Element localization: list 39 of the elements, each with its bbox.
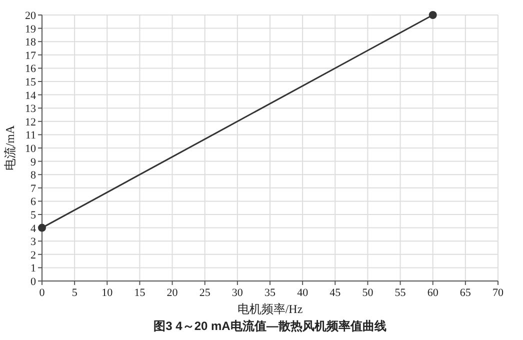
y-tick-label: 10 — [25, 143, 36, 155]
x-tick-label: 65 — [460, 287, 472, 299]
y-axis-title: 电流/mA — [3, 125, 17, 171]
text: 图3 4～20 mA电流值—散热风机频率值曲线 — [154, 319, 386, 333]
x-tick-label: 0 — [39, 287, 46, 299]
y-tick-label: 12 — [25, 116, 36, 128]
x-tick-label: 50 — [362, 287, 374, 299]
x-tick-label: 25 — [199, 287, 211, 299]
y-tick-label: 20 — [25, 10, 36, 22]
y-tick-label: 3 — [30, 236, 36, 248]
x-tick-label: 30 — [232, 287, 244, 299]
y-tick-label: 5 — [30, 210, 36, 222]
y-tick-label: 4 — [30, 222, 36, 235]
x-tick-label: 40 — [297, 287, 309, 299]
y-tick-label: 1 — [30, 262, 36, 275]
y-tick-label: 15 — [25, 76, 36, 88]
x-tick-label: 10 — [102, 287, 114, 299]
y-tick-label: 0 — [30, 276, 36, 288]
x-tick-label: 70 — [492, 287, 504, 299]
y-tick-label: 7 — [30, 182, 36, 195]
y-tick-label: 14 — [25, 90, 36, 102]
x-tick-label: 35 — [264, 287, 276, 299]
y-tick-label: 9 — [30, 156, 36, 168]
y-tick-label: 17 — [25, 50, 36, 62]
y-tick-label: 8 — [30, 170, 36, 182]
x-tick-label: 60 — [427, 287, 439, 299]
x-tick-label: 20 — [166, 287, 178, 299]
y-tick-label: 11 — [25, 130, 36, 142]
y-tick-label: 18 — [25, 36, 36, 49]
y-tick-label: 16 — [25, 63, 36, 76]
x-tick-label: 55 — [394, 287, 406, 299]
y-tick-label: 13 — [25, 103, 36, 116]
y-tick-label: 2 — [30, 249, 36, 262]
y-tick-label: 6 — [30, 196, 36, 208]
y-tick-label: 19 — [25, 23, 36, 36]
x-tick-label: 5 — [72, 287, 78, 299]
x-axis-title: 电机频率/Hz — [237, 302, 303, 316]
x-tick-label: 45 — [330, 287, 342, 299]
x-tick-label: 15 — [134, 287, 146, 299]
